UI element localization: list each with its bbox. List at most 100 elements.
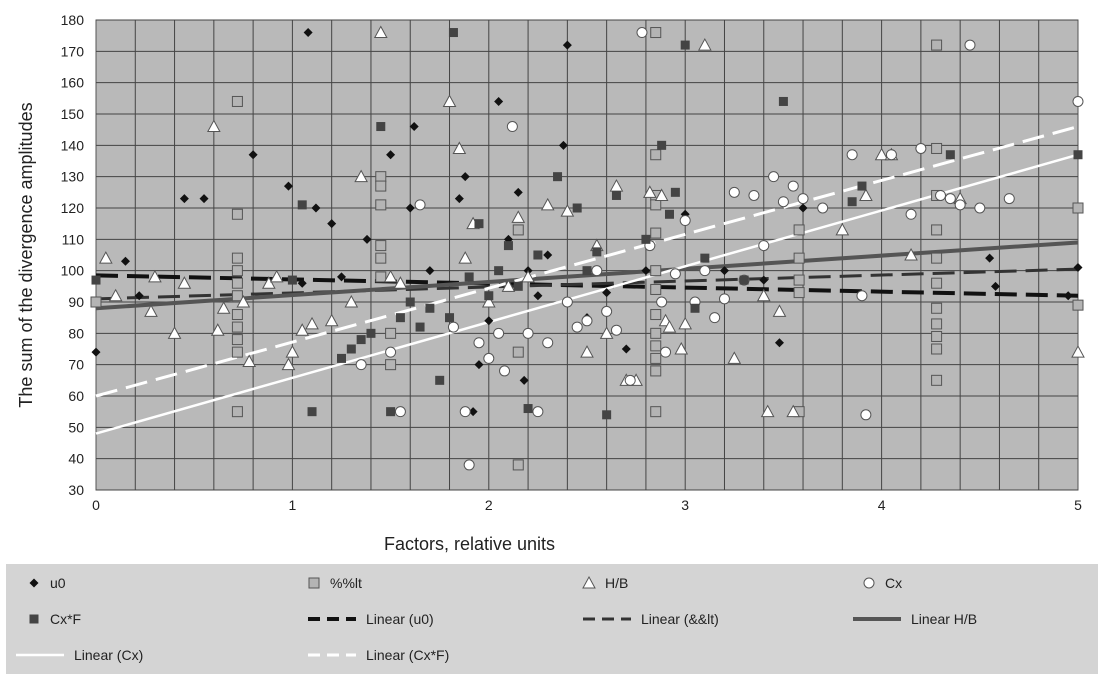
x-axis-label: Factors, relative units	[384, 534, 555, 554]
point-lt	[512, 459, 524, 471]
y-tick-label: 130	[61, 169, 85, 185]
point-cx	[860, 409, 872, 421]
point-lt	[650, 265, 662, 277]
point-h-b	[1071, 345, 1085, 358]
point-cx	[522, 327, 534, 339]
point-u0	[543, 250, 553, 260]
point-h-b	[305, 316, 319, 330]
point-h-b	[599, 326, 614, 339]
point-h-b	[206, 119, 221, 133]
point-cx	[463, 459, 475, 471]
legend-symbol-u0	[29, 578, 39, 588]
trendline-linear-cx-f	[95, 125, 1079, 398]
plot-area	[95, 19, 1079, 491]
point-cx	[581, 315, 593, 327]
point-cx	[447, 321, 459, 333]
point-lt	[793, 224, 805, 236]
x-tick-label: 2	[485, 497, 493, 513]
point-h-b	[662, 320, 677, 333]
point-cx	[499, 365, 511, 377]
point-h-b	[772, 304, 787, 317]
point-cx	[561, 296, 573, 308]
point-cx-f	[670, 187, 680, 197]
point-cx-f	[346, 344, 356, 354]
point-h-b	[678, 316, 693, 330]
point-cx	[974, 202, 986, 214]
point-cx-f	[778, 96, 788, 106]
point-cx-f	[366, 328, 376, 338]
point-lt	[231, 346, 243, 358]
point-lt	[931, 252, 943, 264]
y-tick-label: 150	[61, 106, 85, 122]
y-tick-label: 120	[61, 200, 85, 216]
point-h-b	[98, 251, 113, 264]
legend-item-linear-lt: Linear (&&lt)	[581, 608, 719, 630]
point-cx	[610, 324, 622, 336]
point-h-b	[354, 169, 368, 183]
point-u0	[798, 203, 808, 213]
point-cx	[817, 202, 829, 214]
point-h-b	[177, 276, 192, 289]
legend-marker-h-b	[582, 575, 596, 589]
legend-line-linear-cx-f	[308, 653, 356, 657]
legend-label: Linear (Cx*F)	[366, 647, 450, 663]
point-h-b	[580, 345, 594, 358]
point-cx-f	[641, 234, 651, 244]
point-cx-f	[474, 219, 484, 229]
point-u0	[468, 407, 478, 417]
point-cx-f	[287, 275, 297, 285]
y-axis-label: The sum of the divergence amplitudes	[16, 102, 36, 407]
point-lt	[931, 142, 943, 154]
point-u0	[621, 344, 631, 354]
point-cx	[394, 406, 406, 418]
point-cx-f	[494, 266, 504, 276]
point-lt	[385, 359, 397, 371]
point-cx	[473, 337, 485, 349]
point-h-b	[481, 294, 496, 308]
point-h-b	[521, 269, 535, 283]
y-tick-label: 180	[61, 12, 85, 28]
point-cx	[493, 327, 505, 339]
point-cx	[758, 240, 770, 252]
point-cx	[846, 149, 858, 161]
point-cx	[748, 189, 760, 201]
point-cx-f	[602, 410, 612, 420]
point-cx	[660, 346, 672, 358]
legend-item-linear-u0: Linear (u0)	[306, 608, 434, 630]
point-cx-f	[523, 404, 533, 414]
point-u0	[533, 291, 543, 301]
point-u0	[1063, 291, 1073, 301]
y-tick-label: 60	[68, 388, 84, 404]
point-lt	[1072, 299, 1084, 311]
point-cx	[1072, 95, 1084, 107]
point-cx-f	[945, 150, 955, 160]
point-h-b	[108, 288, 123, 302]
trendline-linear-cx	[95, 153, 1079, 435]
point-u0	[409, 122, 419, 132]
point-h-b	[458, 251, 473, 264]
point-u0	[558, 140, 568, 150]
point-h-b	[540, 197, 555, 211]
y-tick-label: 160	[61, 75, 85, 91]
point-cx-f	[425, 303, 435, 313]
point-u0	[199, 194, 209, 204]
point-h-b	[373, 25, 388, 39]
point-h-b	[674, 341, 689, 355]
legend-marker-lt	[308, 577, 320, 589]
x-tick-label: 1	[289, 497, 297, 513]
point-lt	[931, 374, 943, 386]
point-cx-f	[847, 197, 857, 207]
point-lt	[931, 330, 943, 342]
point-u0	[303, 28, 313, 38]
point-u0	[519, 375, 529, 385]
legend-label: Cx	[885, 575, 903, 591]
legend-label: Cx*F	[50, 611, 82, 627]
point-cx-f	[592, 247, 602, 257]
point-lt	[650, 227, 662, 239]
point-cx-f	[664, 209, 674, 219]
tick-labels: 3040506070809010011012013014015016017018…	[61, 12, 1082, 513]
legend-item-linear-cx: Linear (Cx)	[14, 644, 143, 666]
point-cx	[728, 186, 740, 198]
point-u0	[454, 194, 464, 204]
point-lt	[231, 252, 243, 264]
